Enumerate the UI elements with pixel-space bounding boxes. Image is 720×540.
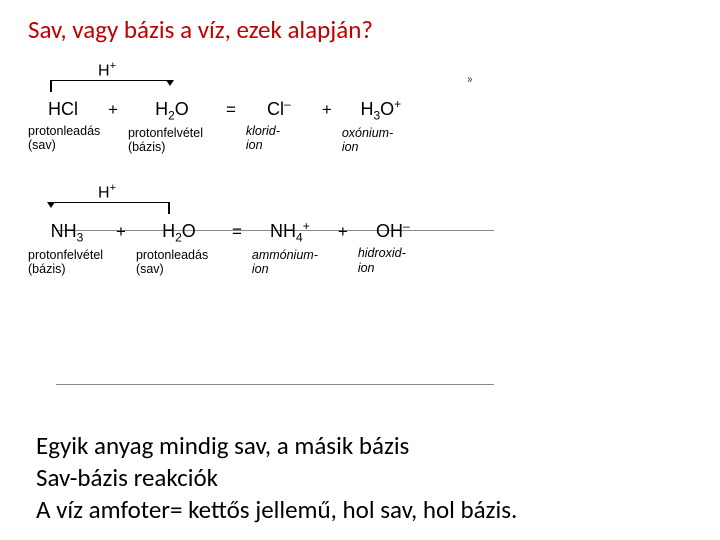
transfer-arrow [47, 202, 55, 208]
species-nh3: NH3 protonfelvétel(bázis) [28, 221, 106, 276]
plus-op: + [312, 100, 342, 120]
h-plus-label: H+ [98, 60, 116, 80]
species-hcl: HCl protonleadás(sav) [28, 99, 98, 153]
proton-transfer-1: H+ [28, 62, 468, 98]
species-h2o-1: H2O protonfelvétel(bázis) [128, 99, 216, 154]
divider-2 [56, 384, 494, 385]
reaction-1-row: HCl protonleadás(sav) + H2O protonfelvét… [28, 98, 468, 154]
plus-op: + [106, 222, 136, 242]
species-nh4: NH4+ ammónium-ion [252, 220, 328, 276]
reaction-2: H+ NH3 protonfelvétel(bázis) + H2O proto… [28, 184, 468, 276]
summary-text: Egyik anyag mindig sav, a másik bázis Sa… [36, 430, 517, 526]
equals-op: = [222, 222, 252, 242]
h-plus-label: H+ [98, 182, 116, 202]
chemistry-diagram: H+ HCl protonleadás(sav) + H2O protonfel… [28, 62, 468, 285]
summary-line-1: Egyik anyag mindig sav, a másik bázis [36, 430, 517, 462]
plus-op: + [98, 100, 128, 120]
species-cl: Cl– klorid-ion [246, 98, 312, 153]
proton-transfer-2: H+ [28, 184, 468, 220]
reaction-1: H+ HCl protonleadás(sav) + H2O protonfel… [28, 62, 468, 154]
reaction-2-row: NH3 protonfelvétel(bázis) + H2O protonle… [28, 220, 468, 276]
transfer-tick-start [50, 80, 52, 92]
transfer-arrow [166, 80, 174, 86]
transfer-tick-end [168, 202, 170, 214]
plus-op: + [328, 222, 358, 242]
species-oh: OH– hidroxid-ion [358, 220, 428, 275]
species-h3o: H3O+ oxónium-ion [342, 98, 420, 154]
species-h2o-2: H2O protonleadás(sav) [136, 221, 222, 276]
summary-line-3: A víz amfoter= kettős jellemű, hol sav, … [36, 494, 517, 526]
summary-line-2: Sav-bázis reakciók [36, 462, 517, 494]
equals-op: = [216, 100, 246, 120]
page-title: Sav, vagy bázis a víz, ezek alapján? [28, 14, 373, 45]
